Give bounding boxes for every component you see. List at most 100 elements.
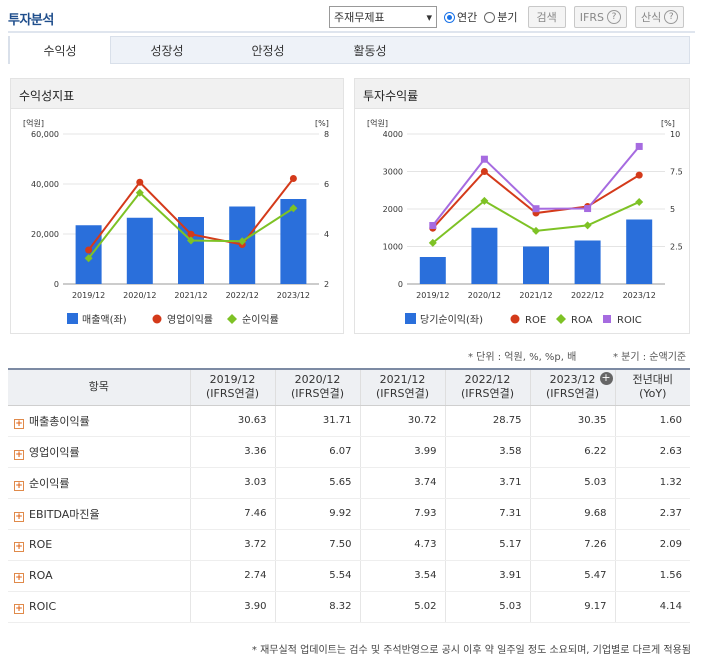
- radio-quarter-dot[interactable]: [484, 11, 496, 23]
- row-label-text: 순이익률: [29, 476, 70, 490]
- row-label-text: 매출총이익률: [29, 414, 90, 428]
- table-cell: 7.26: [530, 529, 616, 561]
- left-tick-label: 0: [54, 280, 59, 289]
- column-header: 2023/12 (IFRS연결) +: [530, 369, 616, 406]
- table-row: + ROE 3.72 7.50 4.73 5.17 7.26 2.09: [8, 529, 690, 561]
- left-tick-label: 2000: [383, 205, 403, 214]
- table-cell: 6.07: [275, 436, 361, 468]
- profitability-panel: 수익성지표 [억원] [%] 0 20,000 40,000 60,000 2 4 6 8 2019…: [10, 78, 344, 334]
- panel-title: 수익성지표: [11, 79, 343, 109]
- tab-label: 수익성: [43, 43, 77, 58]
- table-cell: 1.56: [615, 560, 690, 592]
- formula-button-label: 산식: [640, 11, 662, 24]
- data-point: [187, 236, 195, 245]
- row-label[interactable]: + 순이익률: [8, 467, 191, 499]
- table-cell: 7.93: [360, 498, 446, 530]
- data-point: [136, 178, 144, 186]
- table-cell: 5.03: [530, 467, 616, 499]
- table-cell: 3.54: [360, 560, 446, 592]
- table-cell: 1.32: [615, 467, 690, 499]
- table-cell: 3.71: [445, 467, 531, 499]
- tab-bar: 수익성 성장성 안정성 활동성: [8, 36, 690, 64]
- tab-growth[interactable]: 성장성: [116, 37, 218, 63]
- tab-stability[interactable]: 안정성: [217, 37, 319, 63]
- legend-label: ROIC: [617, 315, 642, 326]
- right-tick-label: 2: [324, 280, 329, 289]
- data-point: [480, 155, 488, 163]
- column-header: 2021/12 (IFRS연결): [360, 369, 446, 406]
- ifrs-button-label: IFRS: [579, 10, 604, 24]
- legend-swatch: [67, 313, 78, 324]
- column-yoy: 전년대비: [632, 373, 673, 387]
- profitability-chart: [억원] [%] 0 20,000 40,000 60,000 2 4 6 8 2019/12 202…: [23, 118, 329, 326]
- expand-row-icon[interactable]: +: [14, 449, 24, 460]
- table-cell: 30.63: [190, 405, 276, 437]
- row-label[interactable]: + ROE: [8, 529, 191, 561]
- expand-row-icon[interactable]: +: [14, 541, 24, 552]
- tab-label: 안정성: [251, 43, 285, 58]
- legend-swatch: [227, 314, 237, 324]
- table-cell: 5.47: [530, 560, 616, 592]
- table-cell: 30.35: [530, 405, 616, 437]
- table-cell: 5.03: [445, 591, 531, 623]
- expand-row-icon[interactable]: +: [14, 511, 24, 522]
- radio-quarter[interactable]: 분기: [484, 9, 518, 25]
- left-axis-label: [억원]: [23, 118, 44, 128]
- expand-columns-icon[interactable]: +: [599, 371, 613, 385]
- chevron-down-icon: ▾: [426, 10, 432, 24]
- x-tick-label: 2023/12: [623, 291, 656, 300]
- right-axis-label: [%]: [661, 119, 675, 128]
- table-cell: 30.72: [360, 405, 446, 437]
- data-point: [84, 254, 93, 263]
- radio-annual-dot[interactable]: [444, 11, 455, 23]
- right-tick-label: 5: [670, 205, 675, 214]
- tab-activity[interactable]: 활동성: [319, 37, 421, 63]
- x-tick-label: 2020/12: [468, 291, 501, 300]
- table-cell: 9.92: [275, 498, 361, 530]
- expand-row-icon[interactable]: +: [14, 480, 24, 491]
- right-tick-label: 8: [324, 130, 329, 139]
- unit-note: * 단위 : 억원, %, %p, 배: [468, 352, 577, 363]
- table-cell: 2.37: [615, 498, 690, 530]
- data-point: [289, 175, 297, 182]
- radio-annual[interactable]: 연간: [444, 9, 477, 25]
- statement-select[interactable]: 주재무제표 ▾: [329, 6, 437, 28]
- row-label[interactable]: + 매출총이익률: [8, 405, 191, 437]
- row-label[interactable]: + ROIC: [8, 591, 191, 623]
- table-cell: 31.71: [275, 405, 361, 437]
- formula-button[interactable]: 산식 ?: [634, 6, 685, 28]
- row-label[interactable]: + 영업이익률: [8, 436, 191, 468]
- ratio-table: 항목 2019/12 (IFRS연결) 2020/12 (IFRS연결) 2021/…: [8, 368, 690, 623]
- expand-row-icon[interactable]: +: [14, 418, 24, 429]
- radio-annual-label: 연간: [457, 11, 478, 24]
- legend-label: ROE: [525, 315, 546, 326]
- table-row: + ROIC 3.90 8.32 5.02 5.03 9.17 4.14: [8, 591, 690, 623]
- quarter-note: * 분기 : 순액기준: [613, 352, 687, 363]
- table-row: + ROA 2.74 5.54 3.54 3.91 5.47 1.56: [8, 560, 690, 592]
- right-tick-label: 6: [324, 180, 329, 189]
- expand-row-icon[interactable]: +: [14, 603, 24, 614]
- expand-row-icon[interactable]: +: [14, 572, 24, 583]
- column-year: 2021/12: [379, 373, 426, 387]
- column-header: 2019/12 (IFRS연결): [190, 369, 276, 406]
- data-point: [238, 237, 247, 246]
- data-point: [85, 246, 93, 254]
- x-tick-label: 2019/12: [416, 291, 449, 300]
- tab-profitability[interactable]: 수익성: [9, 36, 111, 64]
- data-point: [583, 221, 592, 230]
- search-button[interactable]: 검색: [527, 6, 566, 28]
- table-header-row: 항목 2019/12 (IFRS연결) 2020/12 (IFRS연결) 2021/…: [8, 369, 690, 406]
- bar: [471, 227, 498, 284]
- left-tick-label: 0: [398, 280, 403, 289]
- data-point: [635, 142, 643, 150]
- x-tick-label: 2019/12: [72, 291, 105, 300]
- bar: [574, 240, 601, 284]
- table-cell: 3.90: [190, 591, 276, 623]
- column-year: 2020/12: [294, 373, 341, 387]
- column-year: 2023/12: [549, 373, 596, 387]
- row-label[interactable]: + ROA: [8, 560, 191, 592]
- ifrs-button[interactable]: IFRS ?: [573, 6, 627, 28]
- row-label[interactable]: + EBITDA마진율: [8, 498, 191, 530]
- table-cell: 5.02: [360, 591, 446, 623]
- table-cell: 7.31: [445, 498, 531, 530]
